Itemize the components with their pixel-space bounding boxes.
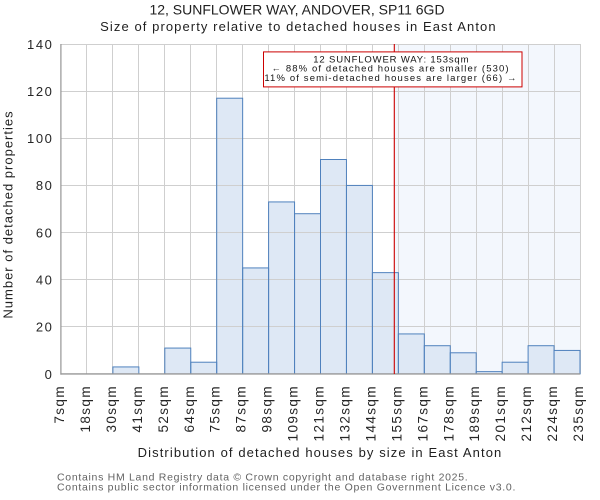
svg-text:18sqm: 18sqm: [78, 385, 93, 433]
svg-text:178sqm: 178sqm: [441, 385, 456, 441]
svg-text:Contains HM Land Registry data: Contains HM Land Registry data © Crown c…: [57, 471, 468, 483]
svg-text:155sqm: 155sqm: [389, 385, 404, 441]
svg-text:41sqm: 41sqm: [130, 385, 145, 433]
svg-text:75sqm: 75sqm: [208, 385, 223, 433]
svg-text:140: 140: [27, 37, 54, 52]
svg-text:60: 60: [36, 225, 54, 240]
svg-text:121sqm: 121sqm: [312, 385, 327, 441]
svg-text:64sqm: 64sqm: [182, 385, 197, 433]
svg-text:Contains public sector informa: Contains public sector information licen…: [57, 481, 516, 493]
svg-text:235sqm: 235sqm: [571, 385, 586, 441]
svg-text:144sqm: 144sqm: [363, 385, 378, 441]
svg-text:40: 40: [36, 273, 54, 288]
svg-text:52sqm: 52sqm: [156, 385, 171, 433]
svg-text:109sqm: 109sqm: [286, 385, 301, 441]
svg-text:120: 120: [27, 84, 54, 99]
svg-text:212sqm: 212sqm: [519, 385, 534, 441]
svg-text:87sqm: 87sqm: [234, 385, 249, 433]
svg-text:Size of property relative to d: Size of property relative to detached ho…: [100, 19, 497, 34]
svg-text:Number of detached properties: Number of detached properties: [1, 110, 16, 318]
svg-text:201sqm: 201sqm: [493, 385, 508, 441]
svg-text:80: 80: [36, 178, 54, 193]
svg-text:189sqm: 189sqm: [467, 385, 482, 441]
svg-text:7sqm: 7sqm: [52, 385, 67, 424]
svg-text:30sqm: 30sqm: [104, 385, 119, 433]
svg-text:100: 100: [27, 131, 54, 146]
svg-text:← 88% of detached houses are s: ← 88% of detached houses are smaller (53…: [271, 64, 509, 75]
svg-text:Distribution of detached house: Distribution of detached houses by size …: [138, 445, 503, 460]
svg-text:224sqm: 224sqm: [545, 385, 560, 441]
svg-text:0: 0: [45, 367, 54, 382]
svg-text:20: 20: [36, 320, 54, 335]
svg-text:98sqm: 98sqm: [260, 385, 275, 433]
svg-text:12 SUNFLOWER WAY: 153sqm: 12 SUNFLOWER WAY: 153sqm: [313, 54, 469, 65]
svg-text:12, SUNFLOWER WAY, ANDOVER, SP: 12, SUNFLOWER WAY, ANDOVER, SP11 6GD: [149, 2, 444, 18]
svg-text:167sqm: 167sqm: [415, 385, 430, 441]
svg-text:132sqm: 132sqm: [337, 385, 352, 441]
svg-text:11% of semi-detached houses ar: 11% of semi-detached houses are larger (…: [264, 73, 517, 84]
